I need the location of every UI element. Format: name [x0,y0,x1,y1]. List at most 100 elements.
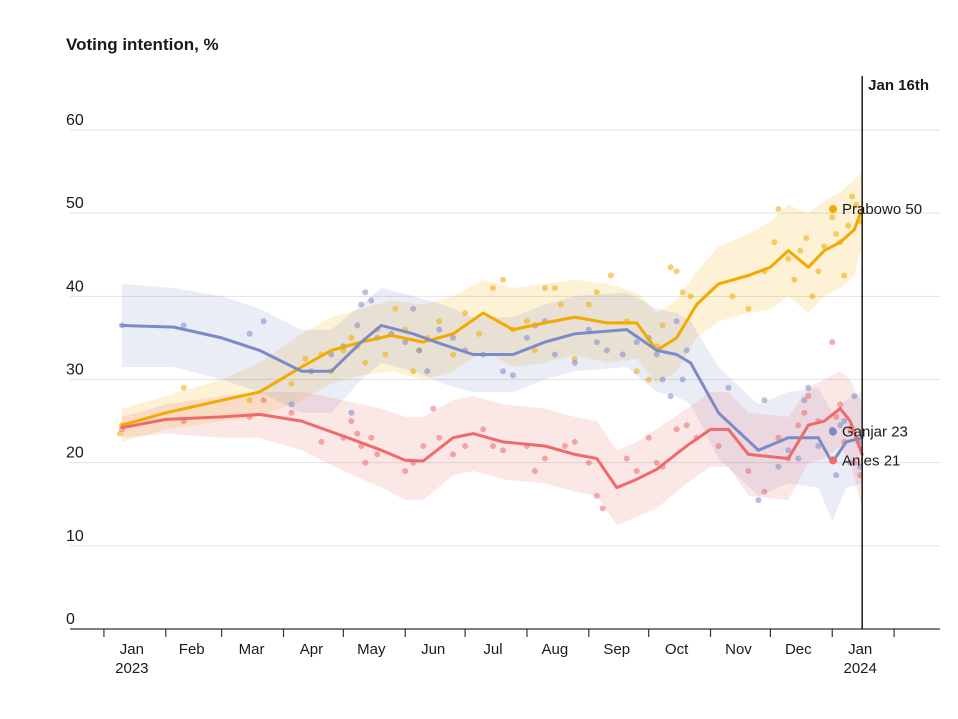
ganjar-poll-point-52 [833,472,840,479]
anies-poll-point-21 [490,443,496,449]
y-tick-label-60: 60 [66,112,84,129]
ganjar-poll-point-18 [424,368,431,375]
ganjar-poll-point-44 [761,397,768,404]
anies-end-label: Anies 21 [842,452,900,469]
series-end-labels: Prabowo 50 Ganjar 23 Anies 21 [829,201,922,469]
anies-poll-point-32 [633,468,640,474]
anies-poll-point-37 [683,422,690,429]
prabowo-poll-point-2 [180,384,187,391]
ganjar-poll-point-40 [679,376,686,383]
annotation-label: Jan 16th [868,77,929,94]
ganjar-poll-point-49 [805,384,812,391]
anies-poll-point-7 [348,418,355,425]
ganjar-band [121,283,863,521]
ganjar-poll-point-6 [328,351,335,358]
prabowo-poll-point-59 [841,272,848,279]
x-tick-label-9: Oct [665,641,689,658]
prabowo-poll-point-44 [729,293,736,300]
prabowo-poll-point-39 [659,322,666,329]
ganjar-poll-point-42 [725,384,732,391]
x-tick-label-4: May [357,641,386,658]
ganjar-poll-point-11 [362,289,369,296]
prabowo-poll-point-5 [302,355,309,362]
ganjar-poll-point-38 [667,393,674,400]
x-tick-label-2: Mar [239,641,265,658]
prabowo-poll-point-27 [531,347,538,354]
prabowo-poll-point-32 [585,301,592,308]
anies-poll-point-8 [354,430,361,437]
x-tick-year-0: 2023 [115,660,148,677]
ganjar-poll-point-23 [500,368,506,375]
ganjar-poll-point-32 [603,347,610,354]
anies-poll-point-10 [362,459,369,466]
prabowo-poll-point-29 [551,285,558,291]
x-tick-label-7: Aug [542,641,569,658]
anies-poll-point-50 [837,401,844,408]
prabowo-poll-point-16 [410,368,417,375]
anies-poll-point-36 [673,426,680,433]
prabowo-poll-point-45 [745,305,752,312]
anies-poll-point-13 [402,468,409,474]
anies-poll-point-27 [571,438,578,445]
prabowo-poll-point-42 [679,289,686,296]
anies-poll-point-18 [450,451,457,458]
anies-poll-point-16 [430,405,437,412]
prabowo-poll-point-13 [382,351,389,358]
ganjar-poll-point-41 [683,347,690,354]
gridlines [70,129,940,547]
prabowo-end-label: Prabowo 50 [842,201,922,218]
y-tick-label-10: 10 [66,528,84,545]
ganjar-poll-point-24 [510,372,516,379]
prabowo-poll-point-19 [436,318,443,325]
ganjar-poll-point-16 [410,305,417,312]
prabowo-poll-point-24 [500,276,506,283]
anies-poll-point-49 [833,413,840,420]
ganjar-trend-line [120,323,864,465]
ganjar-poll-point-2 [246,330,253,337]
prabowo-poll-point-52 [803,235,810,242]
ganjar-poll-point-9 [354,322,361,329]
ganjar-poll-point-15 [402,339,409,346]
y-tick-label-20: 20 [66,445,84,462]
prabowo-poll-point-36 [633,368,640,375]
chart-title: Voting intention, % [66,35,219,54]
ganjar-poll-point-43 [755,497,762,504]
x-tick-label-3: Apr [300,641,323,658]
ganjar-poll-point-8 [348,409,355,416]
y-tick-label-0: 0 [66,611,75,628]
anies-poll-point-40 [745,468,752,474]
ganjar-poll-point-36 [653,351,660,358]
ganjar-poll-point-39 [673,318,680,325]
prabowo-poll-point-51 [797,247,804,254]
prabowo-poll-point-9 [348,334,355,341]
prabowo-poll-point-61 [849,193,856,200]
prabowo-band [121,171,863,442]
prabowo-poll-point-54 [815,268,822,275]
y-tick-label-30: 30 [66,362,84,379]
ganjar-poll-point-54 [841,418,848,425]
ganjar-poll-point-33 [619,351,626,358]
anies-trend-line [120,407,864,490]
prabowo-poll-point-57 [833,231,840,237]
date-annotation: Jan 16th [861,76,929,629]
x-tick-label-8: Sep [603,641,630,658]
anies-poll-point-48 [829,339,836,346]
ganjar-poll-point-34 [633,339,640,346]
prabowo-poll-point-26 [523,318,530,325]
prabowo-poll-point-53 [809,293,816,300]
prabowo-poll-point-23 [490,285,496,291]
ganjar-poll-point-37 [659,376,666,383]
anies-poll-point-4 [288,409,295,416]
trend-lines [120,207,864,490]
anies-poll-point-19 [462,443,469,449]
ganjar-poll-point-53 [837,422,844,429]
anies-poll-point-44 [795,422,802,429]
anies-poll-point-31 [623,455,630,462]
ganjar-end-label: Ganjar 23 [842,424,908,441]
prabowo-trend-line [120,207,864,427]
anies-poll-point-22 [500,447,506,454]
x-tick-label-10: Nov [725,641,752,658]
ganjar-poll-point-29 [571,359,578,366]
prabowo-poll-point-48 [775,206,782,212]
